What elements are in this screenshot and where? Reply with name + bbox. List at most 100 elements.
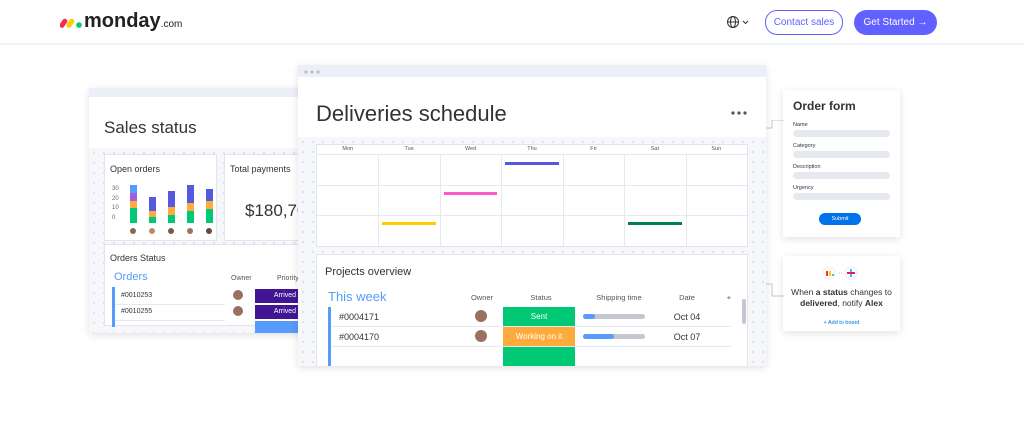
group-indicator [328, 307, 331, 366]
day-label: Wed [464, 146, 477, 152]
column-header: Date [679, 293, 695, 302]
open-orders-widget: Open orders 30 20 10 0 [104, 154, 217, 241]
row-divider [331, 346, 731, 347]
column-header: Owner [470, 293, 494, 302]
window-strip [298, 65, 766, 77]
shipping-progress [583, 334, 614, 339]
group-title: This week [328, 289, 387, 304]
column-header: + [726, 293, 732, 302]
day-label: Sat [650, 146, 659, 152]
field-input [793, 172, 890, 179]
event-bar [505, 162, 559, 165]
logo-mark [60, 18, 82, 28]
priority-cell: Arrived [255, 305, 304, 319]
field-input [793, 151, 890, 158]
amount: $180,70 [245, 201, 304, 220]
status-cell: Working on it [503, 327, 575, 346]
integration-card: When a status changes to delivered, noti… [783, 256, 900, 331]
column-header: Shipping time [596, 293, 642, 302]
field-label: Category [793, 143, 816, 149]
text-part: Alex [864, 298, 883, 308]
field-label: Urgency [793, 185, 814, 191]
row-divider [115, 320, 225, 321]
order-form-card: Order form Name Category Description Urgenc… [783, 90, 900, 237]
order-id: #0004171 [339, 312, 380, 322]
text-part: When [791, 287, 816, 297]
form-title: Order form [793, 99, 856, 113]
column-header: Priority [277, 275, 299, 282]
event-bar [628, 222, 682, 225]
y-tick-label: 10 [112, 205, 119, 211]
day-label: Mon [342, 146, 354, 152]
text-part: delivered [800, 298, 838, 308]
column-header: Owner [231, 275, 252, 282]
logo-suffix: .com [160, 19, 183, 30]
total-payments-widget: Total payments $180,70 [224, 154, 304, 241]
cta-text: Get Started [863, 17, 915, 28]
col-line [378, 154, 380, 246]
text-part: changes to [847, 287, 892, 297]
col-line [562, 154, 564, 246]
card-title: Deliveries schedule [316, 101, 507, 126]
order-id: #0010253 [121, 292, 153, 299]
y-tick-label: 30 [112, 186, 119, 192]
field-input [793, 193, 890, 200]
logo-text: monday [84, 10, 161, 32]
arrow-icon: → [917, 17, 928, 28]
text-part: a status [815, 287, 848, 297]
row-line [317, 215, 747, 216]
group-title: Orders [114, 271, 148, 283]
integration-icons [823, 266, 858, 280]
y-tick-label: 20 [112, 195, 119, 202]
deliveries-card: Deliveries schedule Mon Tue Wed Thu Fri Sat Su… [298, 65, 766, 366]
scrollbar [742, 299, 746, 324]
language-selector[interactable] [727, 15, 751, 29]
connectors [764, 120, 784, 297]
owner-avatar [233, 290, 243, 300]
submit-button[interactable]: Submit [819, 213, 861, 225]
integration-text: When a status changes to delivered, noti… [789, 287, 894, 309]
get-started-button[interactable]: Get Started → [854, 10, 937, 35]
column-header: Status [530, 293, 552, 302]
field-label: Description [793, 164, 821, 170]
calendar: Mon Tue Wed Thu Fri Sat Sun [316, 144, 748, 247]
day-label: Tue [404, 146, 414, 152]
text-part: , notify [837, 298, 865, 308]
shipping-bar [583, 334, 645, 339]
y-axis: 30 20 10 0 [112, 185, 119, 223]
widget-title: Projects overview [325, 266, 412, 278]
owner-avatar [475, 310, 487, 322]
widget-title: Open orders [110, 164, 161, 174]
order-id: #0004170 [339, 332, 380, 342]
widget-title: Total payments [230, 164, 291, 174]
col-line [501, 154, 503, 246]
more-menu[interactable] [731, 111, 747, 115]
row-divider [115, 304, 225, 305]
contact-sales-button[interactable]: Contact sales [765, 10, 843, 35]
row-line [317, 185, 747, 186]
widget-title: Orders Status [110, 253, 166, 263]
shipping-bar [583, 314, 645, 319]
col-line [624, 154, 626, 246]
field-label: Name [793, 122, 808, 128]
window-strip [89, 88, 304, 97]
owner-avatar [233, 306, 243, 316]
orders-status-widget: Orders Status Orders Owner Priority #001… [104, 244, 304, 333]
sales-status-card: Sales status Open orders 30 20 10 0 Total p… [89, 88, 304, 333]
date-cell: Oct 04 [673, 312, 701, 322]
row-divider [331, 326, 731, 327]
logo: monday.com [84, 10, 182, 33]
order-id: #0010255 [121, 308, 153, 315]
col-line [685, 154, 687, 246]
event-bar [443, 192, 498, 195]
row-line [317, 154, 747, 155]
priority-cell [255, 321, 304, 333]
add-to-board-link[interactable]: + Add to board [823, 320, 860, 326]
status-cell: Sent [503, 307, 575, 326]
header-divider [0, 43, 1024, 45]
group-indicator [112, 287, 115, 327]
col-line [439, 154, 441, 246]
status-cell [503, 347, 575, 366]
day-label: Sun [711, 146, 722, 152]
